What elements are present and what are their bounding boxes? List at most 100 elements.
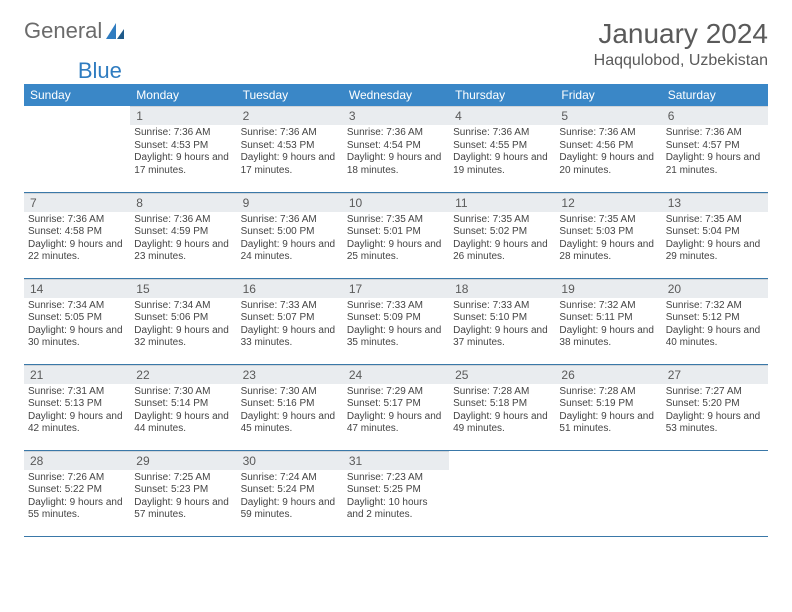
day-details: Sunrise: 7:30 AMSunset: 5:16 PMDaylight:… (237, 384, 343, 440)
calendar-empty (662, 450, 768, 536)
day-number: 23 (237, 365, 343, 384)
calendar-day: 19Sunrise: 7:32 AMSunset: 5:11 PMDayligh… (555, 278, 661, 364)
day-number: 21 (24, 365, 130, 384)
day-details: Sunrise: 7:36 AMSunset: 4:55 PMDaylight:… (449, 125, 555, 181)
weekday-header: Thursday (449, 84, 555, 106)
day-number: 1 (130, 106, 236, 125)
weekday-header: Sunday (24, 84, 130, 106)
month-title: January 2024 (594, 18, 768, 50)
calendar-row: 14Sunrise: 7:34 AMSunset: 5:05 PMDayligh… (24, 278, 768, 364)
day-number: 17 (343, 279, 449, 298)
day-number: 7 (24, 193, 130, 212)
day-details: Sunrise: 7:36 AMSunset: 4:58 PMDaylight:… (24, 212, 130, 268)
weekday-header: Wednesday (343, 84, 449, 106)
calendar-row: 28Sunrise: 7:26 AMSunset: 5:22 PMDayligh… (24, 450, 768, 536)
day-number: 26 (555, 365, 661, 384)
calendar-day: 22Sunrise: 7:30 AMSunset: 5:14 PMDayligh… (130, 364, 236, 450)
day-number: 11 (449, 193, 555, 212)
day-details: Sunrise: 7:34 AMSunset: 5:06 PMDaylight:… (130, 298, 236, 354)
day-details: Sunrise: 7:36 AMSunset: 4:53 PMDaylight:… (130, 125, 236, 181)
sail-icon (104, 21, 126, 41)
calendar-day: 10Sunrise: 7:35 AMSunset: 5:01 PMDayligh… (343, 192, 449, 278)
day-number: 15 (130, 279, 236, 298)
day-number: 16 (237, 279, 343, 298)
brand-part1: General (24, 18, 102, 44)
day-number: 13 (662, 193, 768, 212)
calendar-day: 28Sunrise: 7:26 AMSunset: 5:22 PMDayligh… (24, 450, 130, 536)
calendar-body: 1Sunrise: 7:36 AMSunset: 4:53 PMDaylight… (24, 106, 768, 536)
location-subtitle: Haqqulobod, Uzbekistan (594, 52, 768, 70)
calendar-empty (555, 450, 661, 536)
day-details: Sunrise: 7:35 AMSunset: 5:02 PMDaylight:… (449, 212, 555, 268)
day-details: Sunrise: 7:34 AMSunset: 5:05 PMDaylight:… (24, 298, 130, 354)
day-number: 6 (662, 106, 768, 125)
calendar-day: 7Sunrise: 7:36 AMSunset: 4:58 PMDaylight… (24, 192, 130, 278)
calendar-day: 11Sunrise: 7:35 AMSunset: 5:02 PMDayligh… (449, 192, 555, 278)
day-number: 24 (343, 365, 449, 384)
calendar-day: 2Sunrise: 7:36 AMSunset: 4:53 PMDaylight… (237, 106, 343, 192)
day-number: 10 (343, 193, 449, 212)
calendar-day: 14Sunrise: 7:34 AMSunset: 5:05 PMDayligh… (24, 278, 130, 364)
day-number: 30 (237, 451, 343, 470)
calendar-day: 13Sunrise: 7:35 AMSunset: 5:04 PMDayligh… (662, 192, 768, 278)
day-details: Sunrise: 7:36 AMSunset: 5:00 PMDaylight:… (237, 212, 343, 268)
calendar-day: 5Sunrise: 7:36 AMSunset: 4:56 PMDaylight… (555, 106, 661, 192)
calendar-day: 26Sunrise: 7:28 AMSunset: 5:19 PMDayligh… (555, 364, 661, 450)
day-details: Sunrise: 7:36 AMSunset: 4:59 PMDaylight:… (130, 212, 236, 268)
calendar-day: 4Sunrise: 7:36 AMSunset: 4:55 PMDaylight… (449, 106, 555, 192)
day-details: Sunrise: 7:32 AMSunset: 5:12 PMDaylight:… (662, 298, 768, 354)
calendar-day: 20Sunrise: 7:32 AMSunset: 5:12 PMDayligh… (662, 278, 768, 364)
day-details: Sunrise: 7:28 AMSunset: 5:18 PMDaylight:… (449, 384, 555, 440)
calendar-day: 17Sunrise: 7:33 AMSunset: 5:09 PMDayligh… (343, 278, 449, 364)
day-number: 29 (130, 451, 236, 470)
day-details: Sunrise: 7:23 AMSunset: 5:25 PMDaylight:… (343, 470, 449, 526)
calendar-day: 6Sunrise: 7:36 AMSunset: 4:57 PMDaylight… (662, 106, 768, 192)
day-number: 19 (555, 279, 661, 298)
calendar-row: 7Sunrise: 7:36 AMSunset: 4:58 PMDaylight… (24, 192, 768, 278)
calendar-day: 1Sunrise: 7:36 AMSunset: 4:53 PMDaylight… (130, 106, 236, 192)
day-details: Sunrise: 7:31 AMSunset: 5:13 PMDaylight:… (24, 384, 130, 440)
calendar-day: 27Sunrise: 7:27 AMSunset: 5:20 PMDayligh… (662, 364, 768, 450)
day-details: Sunrise: 7:33 AMSunset: 5:10 PMDaylight:… (449, 298, 555, 354)
day-details: Sunrise: 7:28 AMSunset: 5:19 PMDaylight:… (555, 384, 661, 440)
day-details: Sunrise: 7:24 AMSunset: 5:24 PMDaylight:… (237, 470, 343, 526)
day-number: 27 (662, 365, 768, 384)
calendar-day: 16Sunrise: 7:33 AMSunset: 5:07 PMDayligh… (237, 278, 343, 364)
weekday-header: Tuesday (237, 84, 343, 106)
weekday-header: Friday (555, 84, 661, 106)
brand-part2: Blue (78, 58, 122, 84)
calendar-day: 23Sunrise: 7:30 AMSunset: 5:16 PMDayligh… (237, 364, 343, 450)
calendar-day: 8Sunrise: 7:36 AMSunset: 4:59 PMDaylight… (130, 192, 236, 278)
day-number: 20 (662, 279, 768, 298)
calendar-day: 12Sunrise: 7:35 AMSunset: 5:03 PMDayligh… (555, 192, 661, 278)
day-number: 5 (555, 106, 661, 125)
day-number: 28 (24, 451, 130, 470)
day-details: Sunrise: 7:27 AMSunset: 5:20 PMDaylight:… (662, 384, 768, 440)
day-details: Sunrise: 7:35 AMSunset: 5:01 PMDaylight:… (343, 212, 449, 268)
day-details: Sunrise: 7:32 AMSunset: 5:11 PMDaylight:… (555, 298, 661, 354)
day-number: 4 (449, 106, 555, 125)
day-details: Sunrise: 7:25 AMSunset: 5:23 PMDaylight:… (130, 470, 236, 526)
day-number: 12 (555, 193, 661, 212)
calendar-row: 1Sunrise: 7:36 AMSunset: 4:53 PMDaylight… (24, 106, 768, 192)
day-number: 31 (343, 451, 449, 470)
weekday-header: Monday (130, 84, 236, 106)
calendar-day: 3Sunrise: 7:36 AMSunset: 4:54 PMDaylight… (343, 106, 449, 192)
calendar-day: 29Sunrise: 7:25 AMSunset: 5:23 PMDayligh… (130, 450, 236, 536)
weekday-header-row: SundayMondayTuesdayWednesdayThursdayFrid… (24, 84, 768, 106)
day-details: Sunrise: 7:35 AMSunset: 5:03 PMDaylight:… (555, 212, 661, 268)
day-number: 18 (449, 279, 555, 298)
day-details: Sunrise: 7:36 AMSunset: 4:56 PMDaylight:… (555, 125, 661, 181)
calendar-day: 9Sunrise: 7:36 AMSunset: 5:00 PMDaylight… (237, 192, 343, 278)
day-number: 14 (24, 279, 130, 298)
day-number: 2 (237, 106, 343, 125)
brand-logo: General (24, 18, 126, 44)
calendar-day: 24Sunrise: 7:29 AMSunset: 5:17 PMDayligh… (343, 364, 449, 450)
day-details: Sunrise: 7:36 AMSunset: 4:54 PMDaylight:… (343, 125, 449, 181)
calendar-empty (449, 450, 555, 536)
weekday-header: Saturday (662, 84, 768, 106)
calendar-day: 31Sunrise: 7:23 AMSunset: 5:25 PMDayligh… (343, 450, 449, 536)
day-number: 22 (130, 365, 236, 384)
day-details: Sunrise: 7:35 AMSunset: 5:04 PMDaylight:… (662, 212, 768, 268)
day-details: Sunrise: 7:30 AMSunset: 5:14 PMDaylight:… (130, 384, 236, 440)
